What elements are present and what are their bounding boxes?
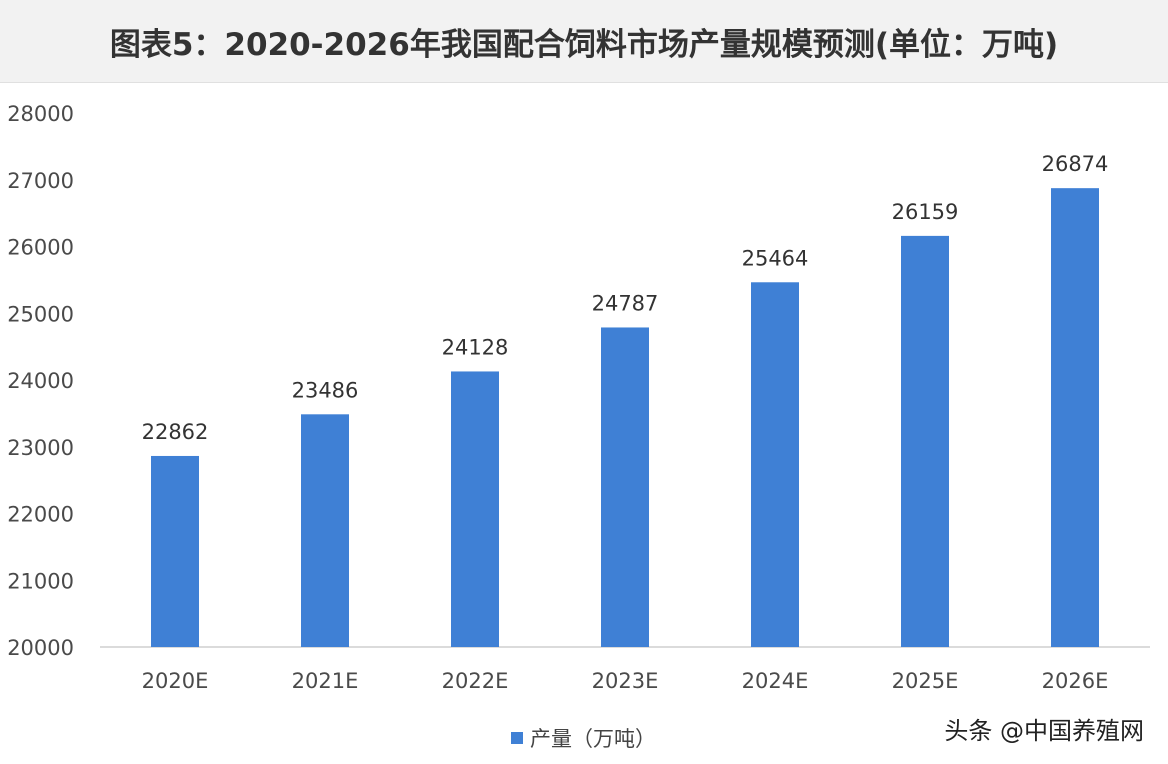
source-watermark: 头条 @中国养殖网 xyxy=(944,717,1144,745)
bar-chart: 20000 21000 22000 23000 24000 25000 26000 27000… xyxy=(7,102,1150,751)
x-tick-label-2021E: 2021E xyxy=(292,669,359,693)
x-tick-label-2022E: 2022E xyxy=(442,669,509,693)
bar-2025E xyxy=(901,235,949,647)
chart-title-bar: 图表5：2020-2026年我国配合饲料市场产量规模预测(单位：万吨) xyxy=(0,0,1168,83)
y-tick-label: 22000 xyxy=(7,503,74,527)
y-axis: 20000 21000 22000 23000 24000 25000 26000 27000… xyxy=(7,102,74,660)
y-tick-label: 24000 xyxy=(7,369,74,393)
data-label-2022E: 24128 xyxy=(442,335,509,359)
data-label-2025E: 26159 xyxy=(892,200,959,224)
x-tick-label-2024E: 2024E xyxy=(742,669,809,693)
chart-title: 图表5：2020-2026年我国配合饲料市场产量规模预测(单位：万吨) xyxy=(109,26,1059,63)
legend-label: 产量（万吨） xyxy=(530,727,656,751)
y-tick-label: 25000 xyxy=(7,302,74,326)
legend-swatch xyxy=(511,732,523,744)
data-label-2023E: 24787 xyxy=(592,291,659,315)
y-tick-label: 27000 xyxy=(7,169,74,193)
y-tick-label: 28000 xyxy=(7,102,74,126)
x-tick-label-2025E: 2025E xyxy=(892,669,959,693)
bars: 22862 23486 24128 24787 25464 26159 26874 xyxy=(142,152,1109,647)
bar-2021E xyxy=(301,414,349,647)
x-tick-label-2023E: 2023E xyxy=(592,669,659,693)
bar-2026E xyxy=(1051,188,1099,647)
y-tick-label: 20000 xyxy=(7,636,74,660)
bar-2024E xyxy=(751,282,799,647)
bar-2022E xyxy=(451,371,499,647)
x-tick-label-2020E: 2020E xyxy=(142,669,209,693)
legend: 产量（万吨） xyxy=(511,727,656,751)
data-label-2021E: 23486 xyxy=(292,378,359,402)
data-label-2024E: 25464 xyxy=(742,246,809,270)
y-tick-label: 26000 xyxy=(7,236,74,260)
y-tick-label: 21000 xyxy=(7,569,74,593)
x-tick-label-2026E: 2026E xyxy=(1042,669,1109,693)
y-tick-label: 23000 xyxy=(7,436,74,460)
data-label-2020E: 22862 xyxy=(142,420,209,444)
data-label-2026E: 26874 xyxy=(1042,152,1109,176)
x-axis: 2020E 2021E 2022E 2023E 2024E 2025E 2026E xyxy=(142,669,1109,693)
bar-2020E xyxy=(151,455,199,647)
bar-2023E xyxy=(601,327,649,647)
